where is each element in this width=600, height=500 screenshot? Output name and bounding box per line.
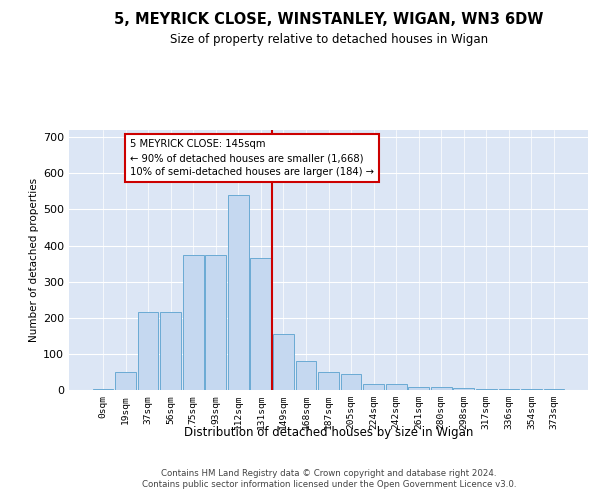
Bar — [205, 254, 226, 390]
Bar — [183, 254, 203, 390]
Text: Size of property relative to detached houses in Wigan: Size of property relative to detached ho… — [170, 32, 488, 46]
Y-axis label: Number of detached properties: Number of detached properties — [29, 178, 39, 342]
Bar — [296, 361, 316, 390]
Bar — [476, 388, 497, 390]
Bar — [318, 372, 339, 390]
Bar — [454, 388, 474, 390]
Bar — [363, 384, 384, 390]
Bar — [386, 384, 407, 390]
Bar — [273, 334, 294, 390]
Bar — [341, 374, 361, 390]
Bar — [228, 195, 248, 390]
Text: 5 MEYRICK CLOSE: 145sqm
← 90% of detached houses are smaller (1,668)
10% of semi: 5 MEYRICK CLOSE: 145sqm ← 90% of detache… — [130, 139, 374, 177]
Bar — [250, 258, 271, 390]
Text: Contains HM Land Registry data © Crown copyright and database right 2024.: Contains HM Land Registry data © Crown c… — [161, 469, 497, 478]
Text: Contains public sector information licensed under the Open Government Licence v3: Contains public sector information licen… — [142, 480, 516, 489]
Bar — [409, 387, 429, 390]
Text: Distribution of detached houses by size in Wigan: Distribution of detached houses by size … — [184, 426, 473, 439]
Bar — [160, 312, 181, 390]
Bar — [431, 387, 452, 390]
Bar — [137, 312, 158, 390]
Text: 5, MEYRICK CLOSE, WINSTANLEY, WIGAN, WN3 6DW: 5, MEYRICK CLOSE, WINSTANLEY, WIGAN, WN3… — [114, 12, 544, 28]
Bar — [115, 372, 136, 390]
